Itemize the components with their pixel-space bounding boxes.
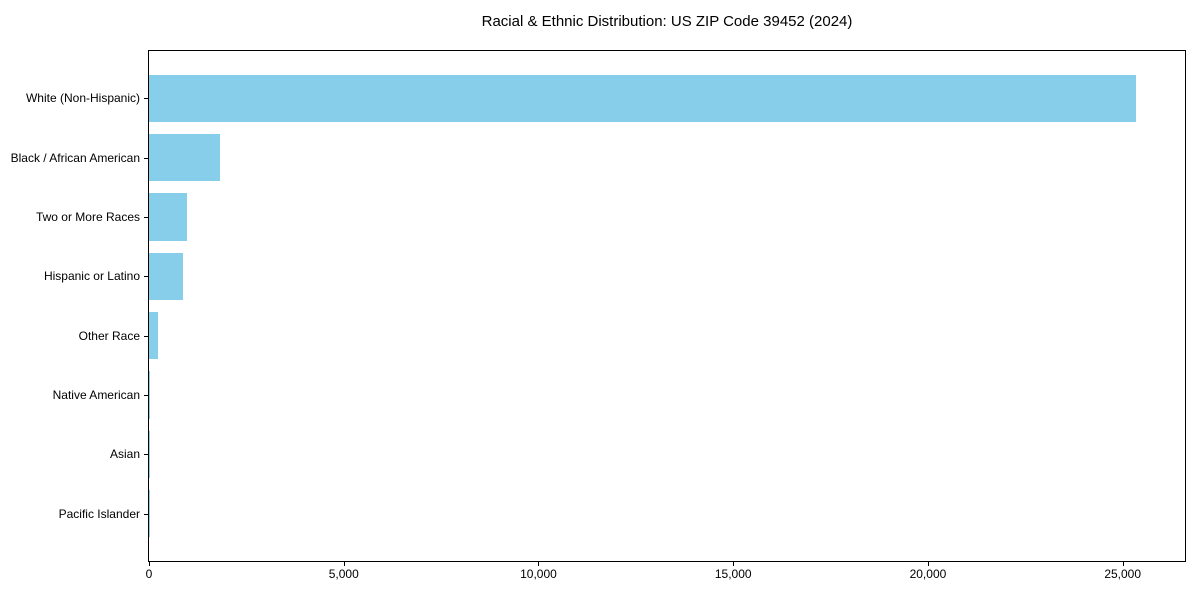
bar-hispanic-or-latino: [149, 252, 184, 301]
y-axis-tick: [144, 157, 148, 159]
x-tick-label: 0: [145, 567, 153, 581]
y-tick-label: Native American: [52, 387, 140, 402]
x-tick-label: 10,000: [520, 567, 557, 581]
y-tick-label: Black / African American: [10, 150, 140, 165]
x-axis-tick: [733, 562, 735, 566]
bar-two-or-more-races: [149, 193, 187, 241]
x-axis-tick: [927, 562, 929, 566]
x-axis-tick: [149, 562, 150, 566]
bar-white-non-hispanic: [149, 74, 1136, 123]
y-tick-label: Other Race: [78, 328, 140, 343]
x-tick-label: 5,000: [328, 567, 359, 581]
y-axis-tick: [144, 394, 148, 396]
y-tick-label: Hispanic or Latino: [43, 269, 140, 284]
plot-area: White (Non-Hispanic) Black / African Amer…: [11, 50, 1186, 581]
y-axis-tick: [144, 98, 148, 100]
y-tick-label: Asian: [109, 447, 140, 462]
y-tick-label: White (Non-Hispanic): [25, 91, 140, 106]
y-axis-tick: [144, 454, 148, 456]
bar-other-race: [149, 311, 158, 360]
y-axis-tick: [144, 217, 148, 219]
chart-title: Racial & Ethnic Distribution: US ZIP Cod…: [481, 13, 853, 30]
x-tick-label: 25,000: [1104, 567, 1142, 581]
x-tick-label: 15,000: [714, 567, 752, 581]
y-axis-tick: [144, 335, 148, 337]
y-tick-label: Pacific Islander: [58, 506, 140, 521]
bar-asian: [149, 430, 150, 478]
y-axis-tick: [144, 276, 148, 278]
y-axis-tick: [144, 513, 148, 515]
x-axis-tick: [538, 562, 540, 566]
y-tick-label: Two or More Races: [35, 210, 140, 225]
x-axis-tick: [1122, 562, 1124, 566]
bar-native-american: [149, 371, 151, 419]
bar-black-african-american: [149, 134, 221, 182]
x-tick-label: 20,000: [909, 567, 947, 581]
x-axis-tick: [343, 562, 345, 566]
